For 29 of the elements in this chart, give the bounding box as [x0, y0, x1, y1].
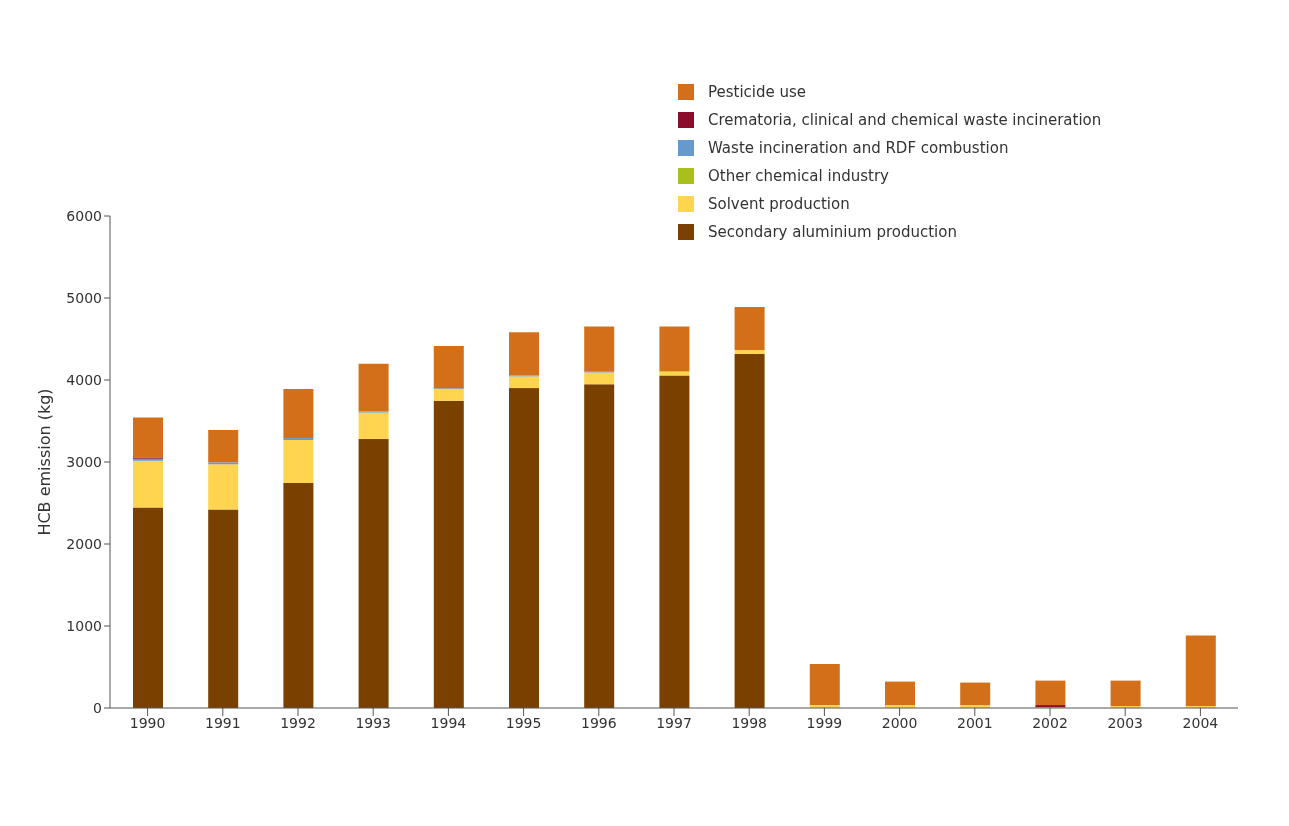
legend-label: Other chemical industry — [708, 167, 889, 185]
x-tick-label: 1990 — [129, 714, 166, 731]
x-tick-label: 1999 — [806, 714, 843, 731]
legend-label: Waste incineration and RDF combustion — [708, 139, 1009, 157]
legend-label: Solvent production — [708, 195, 850, 213]
legend-label: Crematoria, clinical and chemical waste incineration — [708, 111, 1102, 129]
x-tick-label: 1997 — [656, 714, 692, 731]
y-tick-label: 0 — [93, 699, 102, 716]
x-tick-label: 1992 — [280, 714, 316, 731]
y-tick-label: 3000 — [66, 453, 102, 470]
legend-label: Secondary aluminium production — [708, 223, 957, 241]
y-tick-label: 5000 — [66, 289, 102, 306]
legend-label: Pesticide use — [708, 83, 807, 101]
y-tick-label: 6000 — [66, 207, 102, 224]
x-tick-label: 1991 — [204, 714, 241, 731]
x-tick-label: 2003 — [1107, 714, 1144, 731]
x-tick-label: 1993 — [355, 714, 392, 731]
y-tick-label: 1000 — [66, 617, 102, 634]
x-tick-label: 2002 — [1032, 714, 1068, 731]
y-tick-label: 2000 — [66, 535, 102, 552]
x-tick-label: 1998 — [731, 714, 768, 731]
x-tick-label: 1995 — [505, 714, 542, 731]
y-axis-title: HCB emission (kg) — [34, 388, 54, 536]
x-tick-label: 2001 — [956, 714, 993, 731]
x-tick-label: 1994 — [430, 714, 467, 731]
y-tick-label: 4000 — [66, 371, 102, 388]
x-tick-label: 2004 — [1182, 714, 1219, 731]
x-tick-label: 2000 — [881, 714, 918, 731]
x-tick-label: 1996 — [580, 714, 617, 731]
